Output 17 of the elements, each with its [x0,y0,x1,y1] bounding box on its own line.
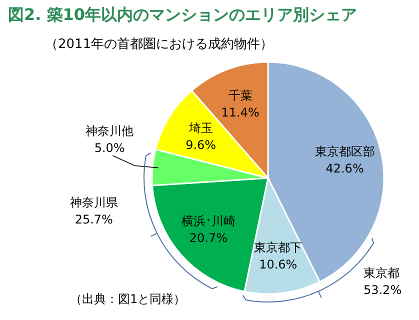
text: 東京都 53.2% [363,266,402,297]
slice-label: 埼玉 [188,121,213,136]
data-label: 20.7% [189,231,228,246]
slice-label: 神奈川他 [86,124,134,138]
chart-title: 図2. 築10年以内のマンションのエリア別シェア [8,5,358,24]
slice-label: 東京都区部 [314,144,375,158]
data-label: 42.6% [326,161,364,176]
data-label: 11.4% [221,106,260,120]
text: 神奈川県 25.7% [70,196,118,227]
slice-label: 横浜･川崎 [181,214,236,228]
slice-label: 千葉 [228,88,252,103]
slice-label: 東京都下 [254,240,302,255]
data-label: 9.6% [186,138,216,152]
data-label: 5.0% [94,141,125,156]
chart-subtitle: （2011年の首都圏における成約物件） [45,37,274,52]
data-label: 10.6% [259,258,298,272]
text: （出典：図1と同様） [70,292,186,306]
